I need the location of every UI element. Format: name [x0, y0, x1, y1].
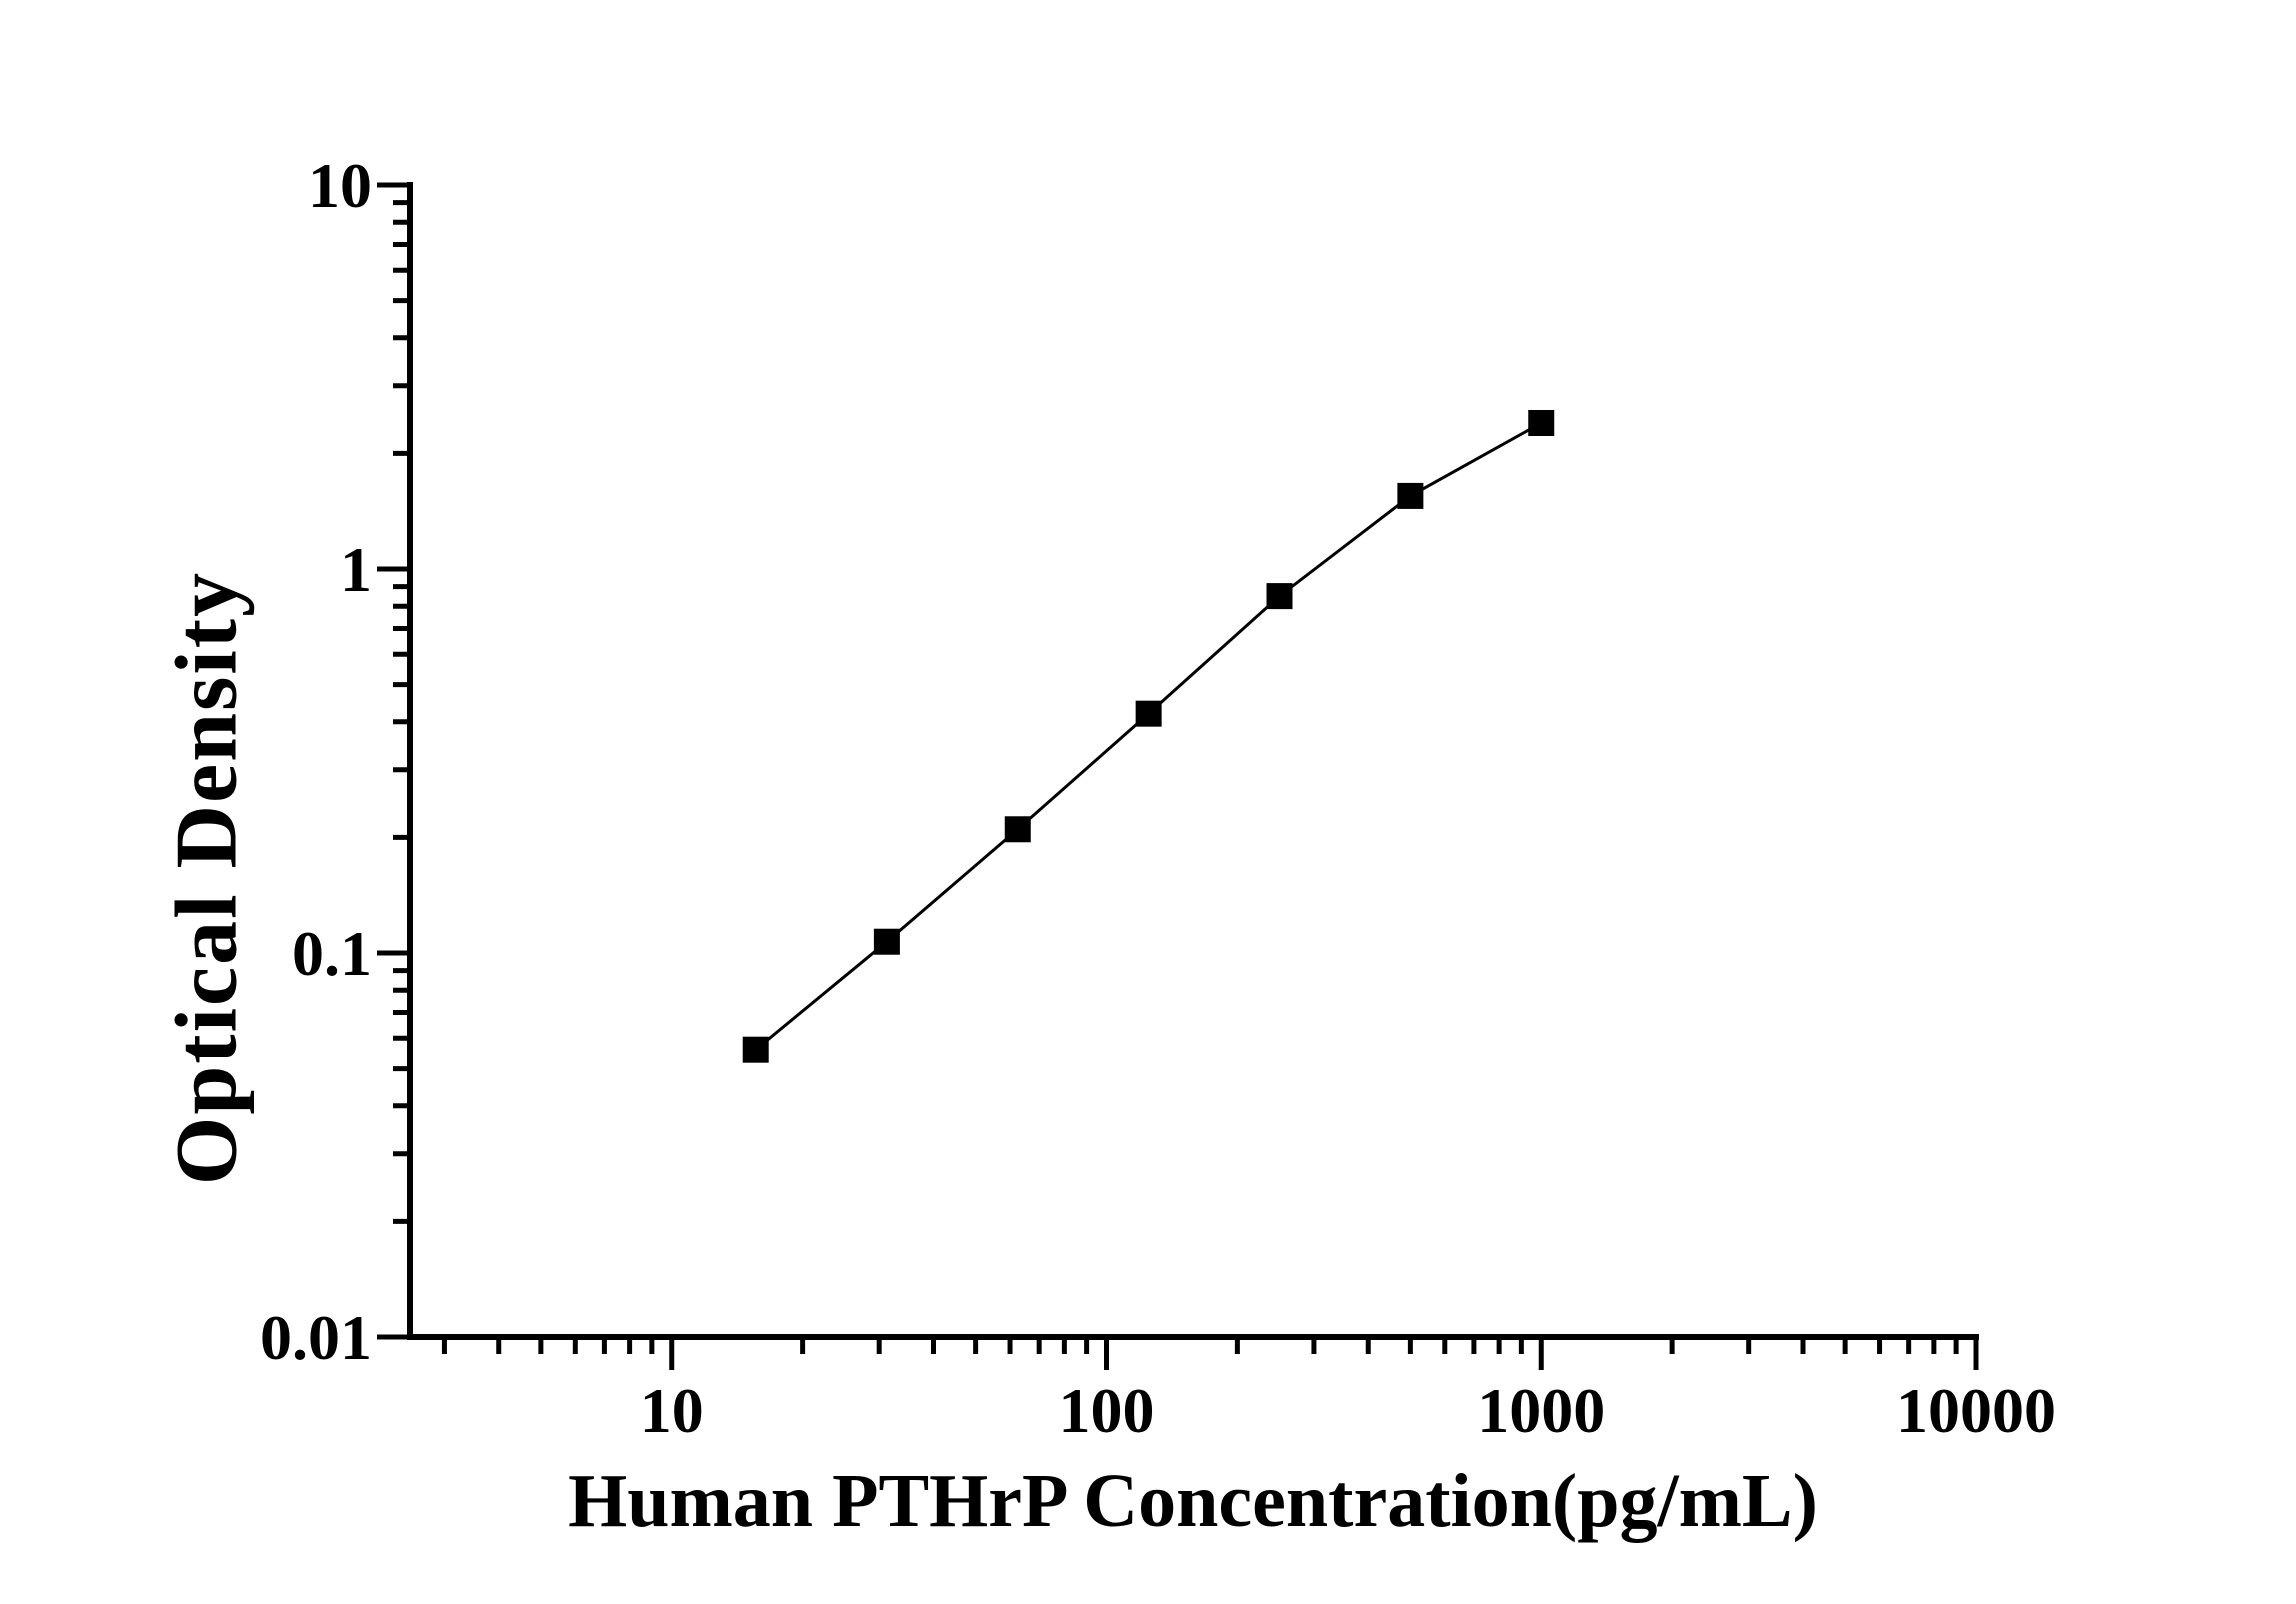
- data-point-marker: [1397, 482, 1424, 509]
- data-point-marker: [1528, 409, 1555, 436]
- axis-spine: [407, 182, 1979, 1340]
- y-tick-label: 10: [308, 150, 372, 221]
- series-line: [754, 421, 1542, 1051]
- data-point-marker: [873, 928, 900, 955]
- data-point-marker: [742, 1036, 769, 1063]
- data-point-marker: [1004, 816, 1031, 843]
- data-point-marker: [1135, 700, 1162, 727]
- x-axis-title: Human PTHrP Concentration(pg/mL): [568, 1459, 1818, 1543]
- data-point-marker: [1266, 583, 1293, 610]
- y-tick-label: 0.01: [260, 1302, 372, 1373]
- x-tick-label: 10000: [1896, 1375, 2056, 1446]
- y-tick-label: 0.1: [292, 918, 372, 989]
- x-tick-label: 10: [640, 1375, 704, 1446]
- x-tick-label: 100: [1058, 1375, 1154, 1446]
- y-axis-title: Optical Density: [158, 570, 256, 1186]
- x-tick-label: 1000: [1477, 1375, 1605, 1446]
- y-tick-label: 1: [340, 534, 372, 605]
